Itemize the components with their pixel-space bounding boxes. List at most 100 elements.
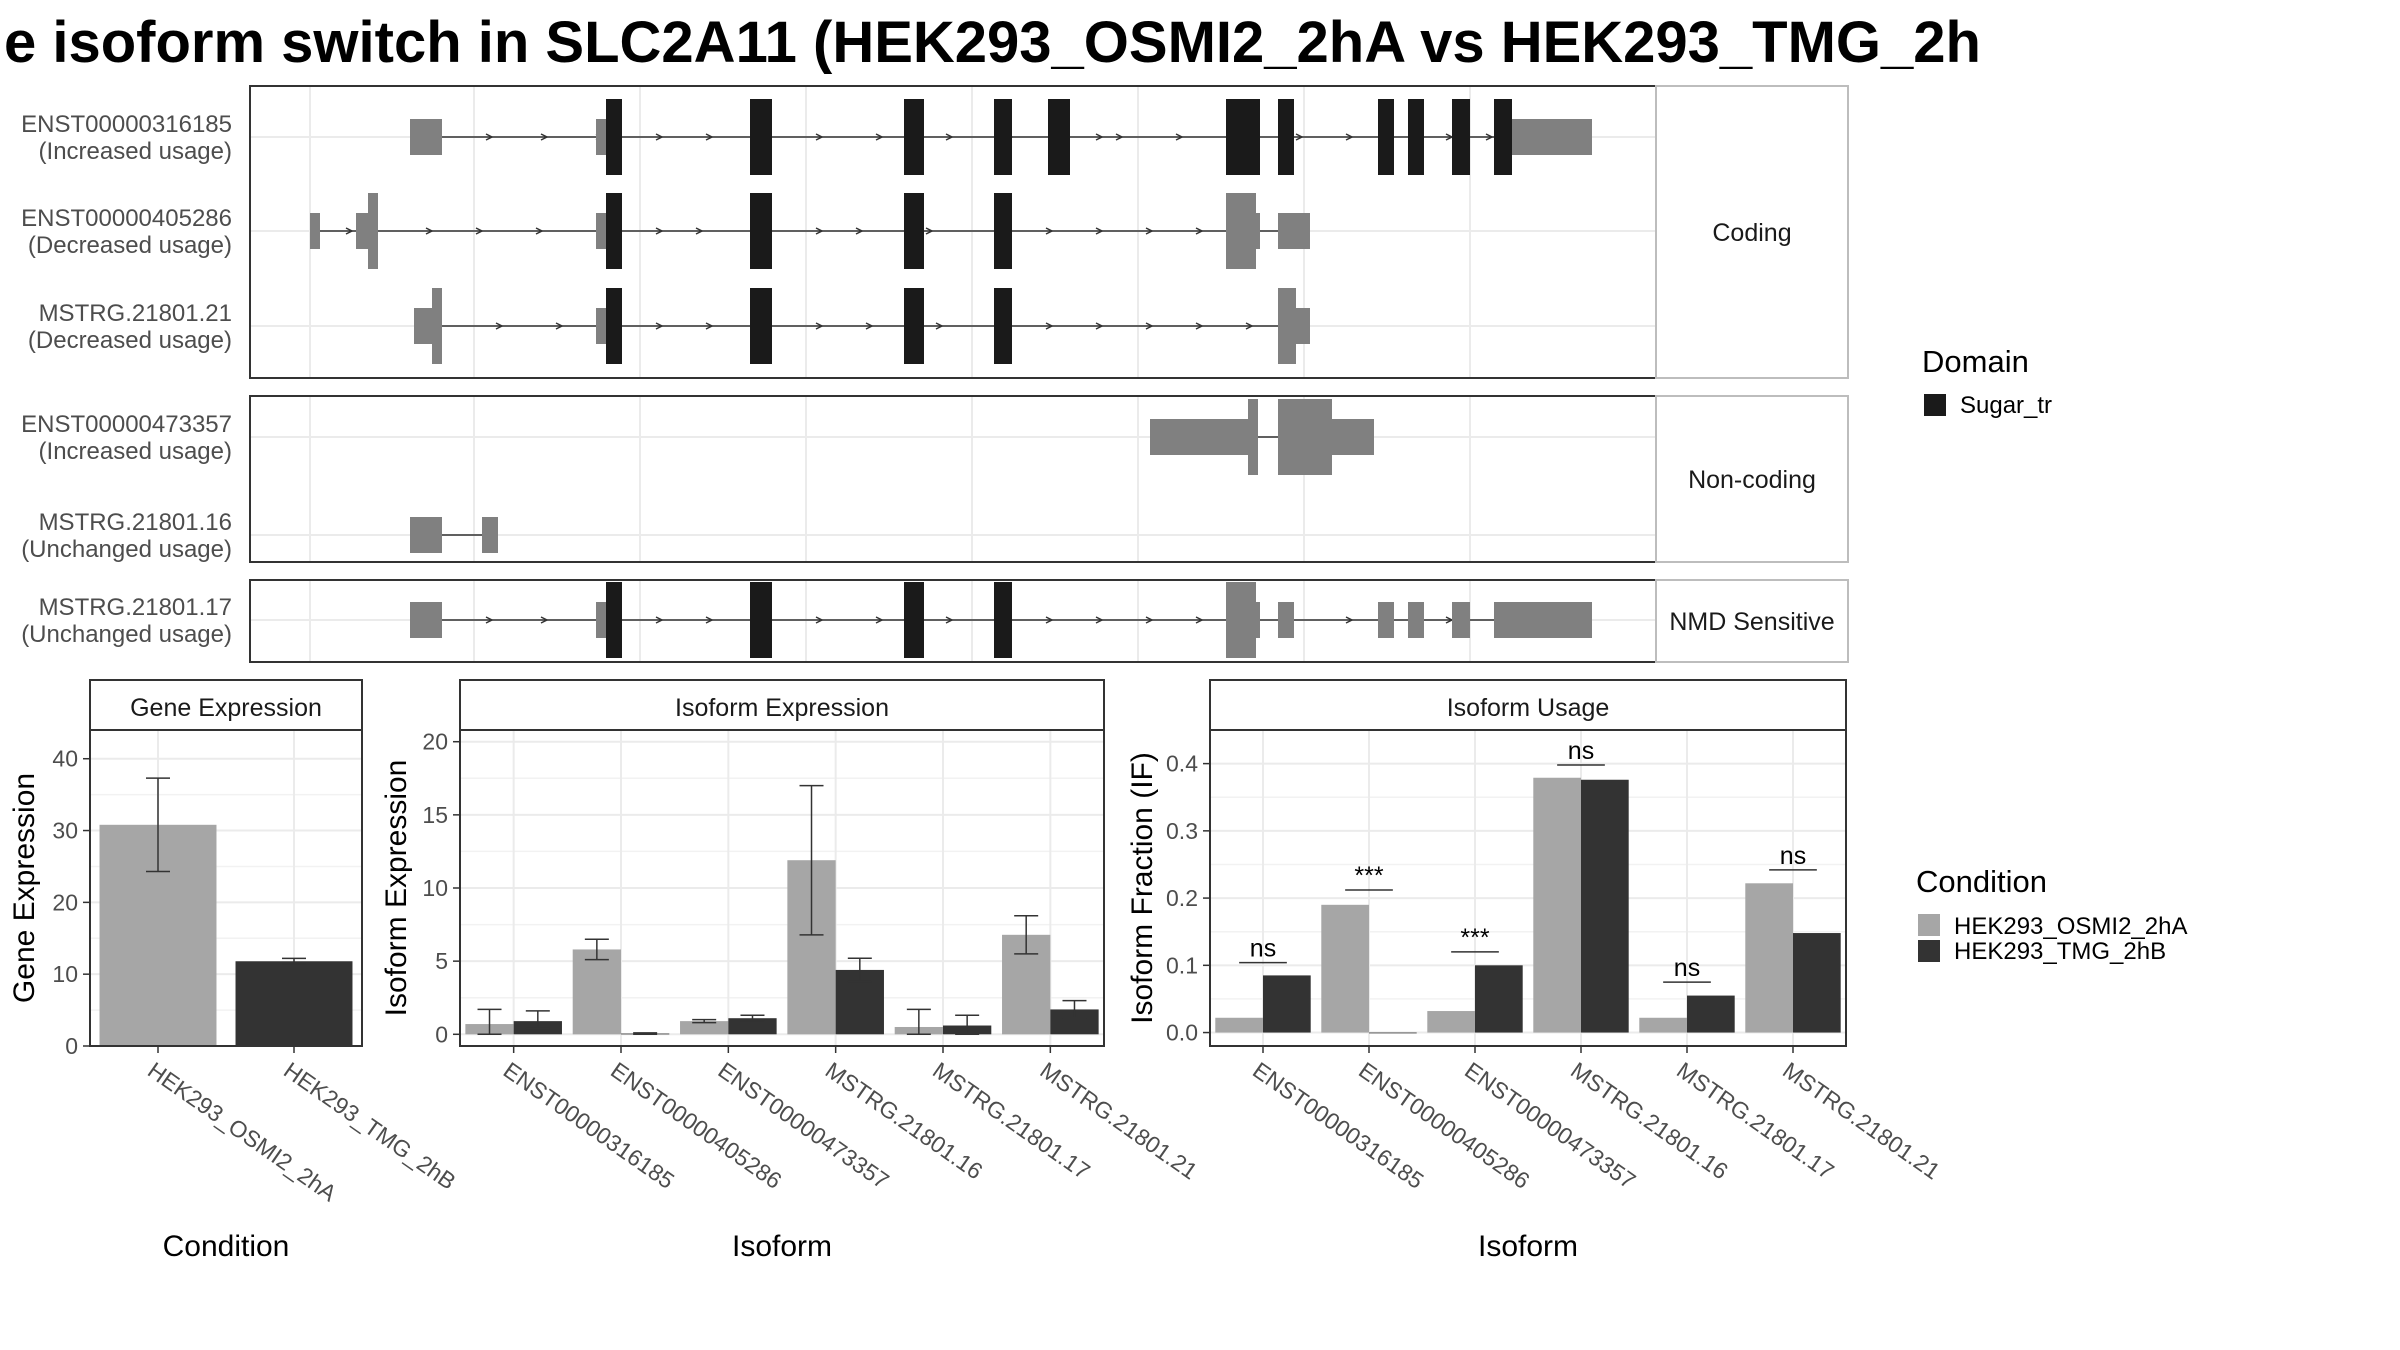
structure-strip: [1655, 579, 1849, 663]
exon-block: [432, 288, 442, 364]
bar: [572, 949, 621, 1035]
bar: [728, 1018, 777, 1035]
strand-arrow: [1145, 227, 1154, 235]
transcript-usage-label: (Decreased usage): [28, 327, 232, 354]
exon-block: [1278, 288, 1296, 364]
exon-block: [410, 119, 442, 155]
exon-block: [1332, 419, 1374, 455]
strand-arrow: [555, 322, 564, 330]
bar: [1215, 1017, 1263, 1033]
structure-group-label: NMD Sensitive: [1669, 608, 1834, 636]
structure-strip: [1655, 85, 1849, 379]
exon-block: [1408, 602, 1424, 638]
strand-arrow: [935, 322, 944, 330]
y-tick-label: 0: [435, 1021, 448, 1047]
exon-block: [1226, 582, 1256, 658]
domain-exon: [750, 288, 772, 364]
chart-panel-border: [1209, 729, 1847, 1047]
strand-arrow: [875, 616, 884, 624]
domain-exon: [1408, 99, 1424, 175]
exon-block: [414, 308, 432, 344]
exon-block: [1278, 602, 1294, 638]
exon-block: [1278, 213, 1310, 249]
chart-title: Isoform Expression: [675, 694, 889, 722]
exon-block: [410, 602, 442, 638]
exon-block: [596, 119, 606, 155]
domain-exon: [1378, 99, 1394, 175]
y-tick-label: 0: [65, 1033, 78, 1059]
strand-arrow: [1045, 227, 1054, 235]
domain-exon: [1226, 99, 1260, 175]
strand-arrow: [1095, 227, 1104, 235]
y-axis-title: Isoform Fraction (IF): [1126, 752, 1159, 1024]
y-tick-label: 20: [52, 889, 78, 915]
domain-exon: [994, 582, 1012, 658]
domain-exon: [904, 99, 924, 175]
structure-group-label: Coding: [1712, 219, 1791, 247]
exon-block: [1296, 308, 1310, 344]
transcript-id-label: MSTRG.21801.21: [39, 300, 232, 327]
strand-arrow: [945, 133, 954, 141]
strand-arrow: [1485, 133, 1494, 141]
transcript-id-label: ENST00000316185: [21, 111, 232, 138]
bar: [680, 1021, 729, 1035]
chart-title: Gene Expression: [130, 694, 322, 722]
bar: [1533, 777, 1581, 1033]
transcript-id-label: ENST00000473357: [21, 411, 232, 438]
exon-block: [1494, 602, 1592, 638]
y-tick-label: 15: [422, 802, 448, 828]
domain-exon: [1452, 99, 1470, 175]
domain-exon: [606, 288, 622, 364]
transcript-id-label: MSTRG.21801.17: [39, 594, 232, 621]
transcript-usage-label: (Unchanged usage): [21, 536, 232, 563]
legend-condition-title: Condition: [1916, 864, 2047, 899]
domain-exon: [750, 99, 772, 175]
y-tick-label: 0.3: [1166, 818, 1198, 844]
strand-arrow: [475, 227, 484, 235]
exon-block: [368, 193, 378, 269]
exon-block: [310, 213, 320, 249]
x-tick-label: ENST00000316185: [1248, 1057, 1428, 1194]
strand-arrow: [485, 616, 494, 624]
y-tick-label: 0.1: [1166, 952, 1198, 978]
strand-arrow: [540, 616, 549, 624]
significance-label: ***: [1460, 924, 1489, 952]
figure-title: e isoform switch in SLC2A11 (HEK293_OSMI…: [4, 10, 1981, 75]
legend-condition-swatch: [1918, 940, 1940, 962]
exon-block: [1278, 399, 1332, 475]
strand-arrow: [705, 616, 714, 624]
exon-block: [1256, 602, 1260, 638]
strand-arrow: [875, 133, 884, 141]
significance-label: ns: [1250, 935, 1276, 963]
x-tick-label: ENST00000473357: [713, 1057, 893, 1194]
bar: [1639, 1017, 1687, 1033]
strand-arrow: [1295, 133, 1304, 141]
transcript-usage-label: (Decreased usage): [28, 232, 232, 259]
legend-condition-label: HEK293_TMG_2hB: [1954, 938, 2166, 965]
exon-block: [596, 213, 606, 249]
exon-block: [1248, 399, 1258, 475]
bar: [1687, 995, 1735, 1033]
bar: [1475, 965, 1523, 1033]
bar: [1427, 1011, 1475, 1033]
exon-block: [356, 213, 368, 249]
domain-exon: [750, 193, 772, 269]
strand-arrow: [815, 322, 824, 330]
legend-domain-swatch: [1924, 394, 1946, 416]
exon-block: [1226, 193, 1256, 269]
strand-arrow: [655, 322, 664, 330]
legend-domain-label: Sugar_tr: [1960, 392, 2052, 419]
significance-label: ***: [1354, 862, 1383, 890]
domain-exon: [1278, 99, 1294, 175]
exon-block: [410, 517, 442, 553]
bar: [1793, 933, 1841, 1033]
y-tick-label: 10: [52, 961, 78, 987]
chart-strip: [89, 679, 363, 731]
bar: [1321, 904, 1369, 1033]
strand-arrow: [655, 616, 664, 624]
domain-exon: [994, 288, 1012, 364]
domain-exon: [994, 99, 1012, 175]
bar: [1369, 1032, 1417, 1034]
